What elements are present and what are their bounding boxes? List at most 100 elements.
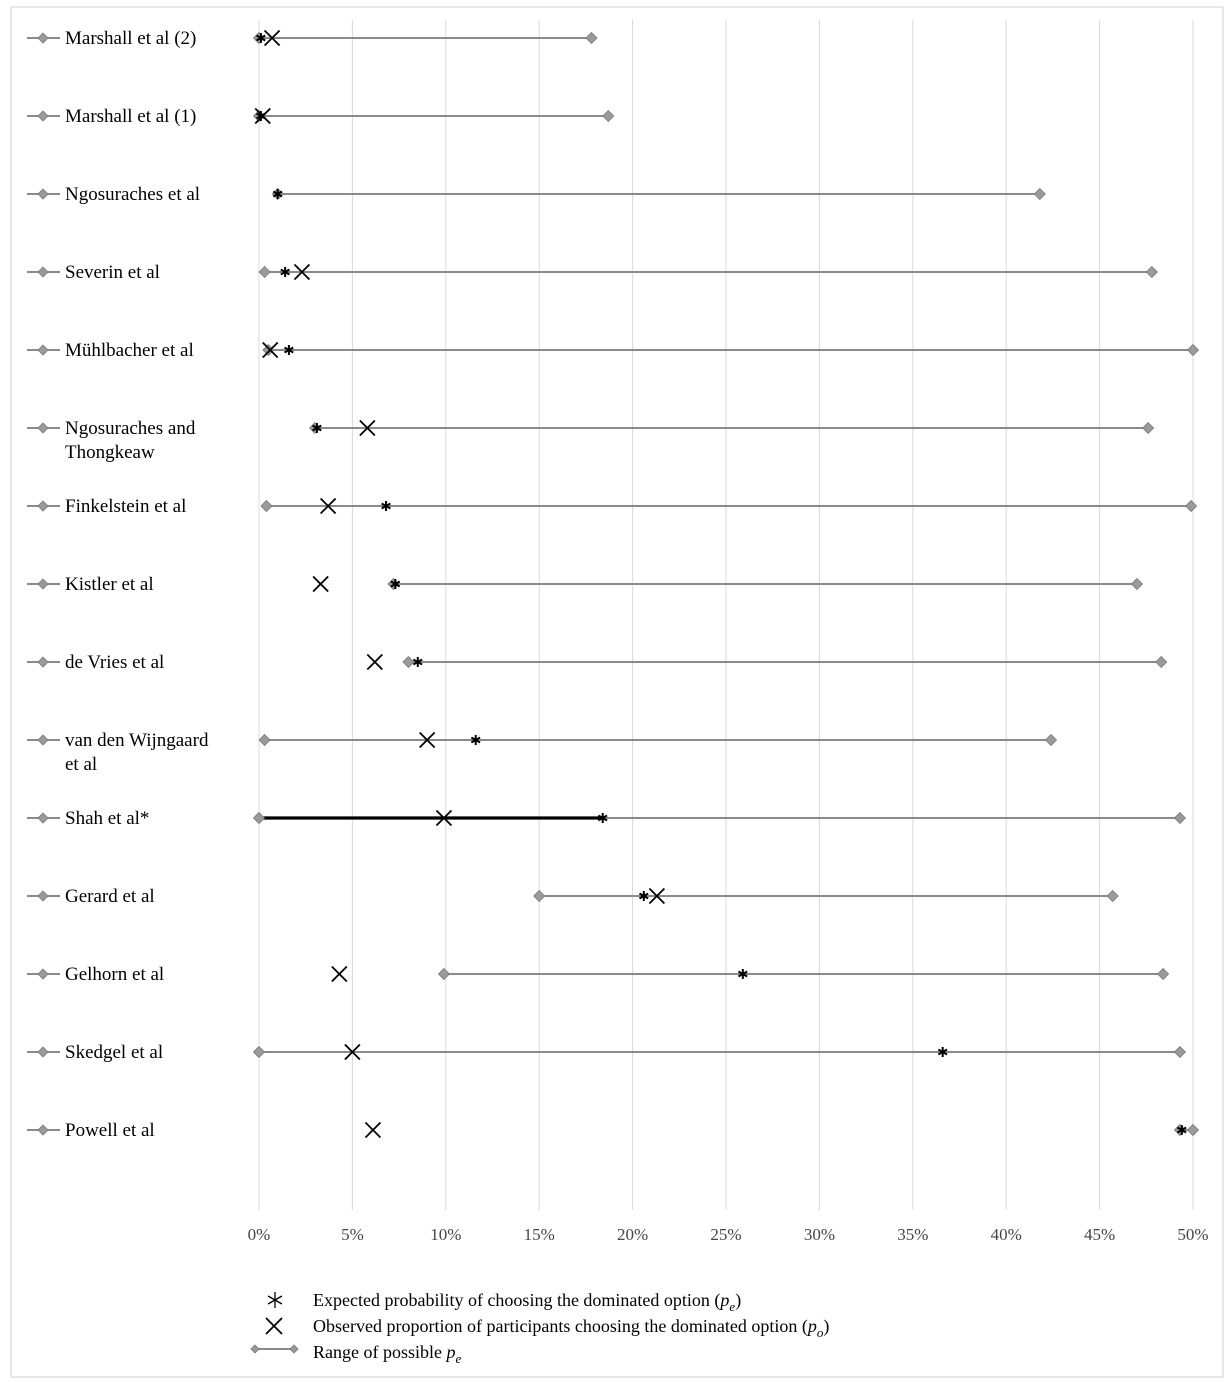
- observed-marker: [293, 263, 311, 281]
- legend-item: Expected probability of choosing the dom…: [267, 1290, 741, 1314]
- expected-marker: [937, 1047, 948, 1057]
- range-max-marker: [1033, 187, 1046, 201]
- observed-marker: [331, 965, 348, 983]
- legend-label: Range of possible pe: [313, 1342, 461, 1366]
- range-min-marker: [533, 889, 546, 903]
- label-marker-diamond: [37, 812, 49, 824]
- range-max-marker: [1106, 889, 1119, 903]
- range-max-marker: [1173, 811, 1186, 825]
- observed-marker: [359, 419, 376, 437]
- legend-x-icon: [265, 1317, 283, 1335]
- label-marker-diamond: [37, 110, 49, 122]
- study-row: Finkelstein et al: [27, 496, 1198, 517]
- legend-item: Range of possible pe: [250, 1342, 461, 1366]
- study-row: Severin et al: [27, 262, 1158, 283]
- range-max-marker: [1044, 733, 1058, 747]
- x-tick-label: 0%: [248, 1225, 271, 1244]
- observed-marker: [366, 653, 383, 671]
- label-marker-diamond: [37, 32, 49, 44]
- x-tick-label: 5%: [341, 1225, 364, 1244]
- label-marker-diamond: [37, 656, 49, 668]
- range-max-marker: [602, 109, 615, 123]
- range-max-marker: [1145, 265, 1158, 279]
- range-max-marker: [1186, 343, 1200, 357]
- study-label: Severin et al: [65, 262, 160, 283]
- range-min-marker: [262, 343, 275, 357]
- x-tick-label: 50%: [1177, 1225, 1208, 1244]
- chart-frame: [10, 6, 1224, 1378]
- observed-marker: [262, 341, 279, 359]
- study-row: Gerard et al: [27, 886, 1119, 907]
- legend-label: Observed proportion of participants choo…: [313, 1316, 829, 1340]
- range-min-marker: [258, 733, 271, 747]
- range-max-marker: [1186, 1123, 1200, 1137]
- range-max-marker: [1155, 655, 1168, 669]
- study-row: Skedgel et al: [27, 1042, 1186, 1063]
- expected-marker: [638, 891, 649, 901]
- x-tick-label: 45%: [1084, 1225, 1115, 1244]
- expected-marker: [470, 735, 481, 745]
- x-tick-label: 40%: [991, 1225, 1022, 1244]
- study-rows: Marshall et al (2) Marshall et al (1) Ngos…: [27, 28, 1200, 1141]
- label-marker-diamond: [37, 1046, 49, 1058]
- study-row: Gelhorn et al: [27, 964, 1170, 985]
- label-marker-diamond: [37, 1124, 49, 1136]
- x-tick-label: 20%: [617, 1225, 648, 1244]
- expected-marker: [272, 189, 283, 199]
- observed-marker: [364, 1121, 382, 1139]
- study-label: Powell et al: [65, 1120, 155, 1141]
- range-min-marker: [252, 811, 266, 825]
- label-marker-diamond: [37, 422, 49, 434]
- study-row: Powell et al: [27, 1120, 1200, 1141]
- x-tick-label: 15%: [524, 1225, 555, 1244]
- label-marker-diamond: [37, 578, 49, 590]
- study-label: Kistler et al: [65, 574, 154, 595]
- expected-marker: [256, 33, 266, 43]
- expected-marker: [280, 267, 291, 277]
- range-min-marker: [252, 1045, 266, 1059]
- study-row: de Vries et al: [27, 652, 1168, 673]
- expected-marker: [390, 579, 401, 589]
- observed-marker: [254, 107, 271, 125]
- observed-marker: [418, 731, 436, 749]
- legend-asterisk-icon: [267, 1292, 283, 1308]
- label-marker-diamond: [37, 890, 49, 902]
- range-max-marker: [1173, 1045, 1186, 1059]
- study-label: Ngosuraches et al: [65, 184, 200, 205]
- range-min-marker: [260, 499, 273, 513]
- range-min-marker: [437, 967, 450, 981]
- range-max-marker: [1157, 967, 1170, 981]
- expected-marker: [312, 423, 322, 433]
- range-max-marker: [1142, 421, 1155, 435]
- observed-marker: [435, 809, 453, 827]
- study-row: van den Wijngaard et al: [27, 730, 1058, 775]
- study-row: Marshall et al (1): [27, 106, 615, 127]
- range-max-marker: [585, 31, 598, 45]
- x-tick-label: 30%: [804, 1225, 835, 1244]
- study-row: Shah et al*: [27, 808, 1186, 829]
- expected-marker: [381, 501, 391, 511]
- range-max-marker: [1130, 577, 1144, 591]
- x-tick-label: 10%: [430, 1225, 461, 1244]
- label-marker-diamond: [37, 188, 49, 200]
- study-label: Shah et al*: [65, 808, 149, 829]
- study-label: Gerard et al: [65, 886, 155, 907]
- grid-layer: [258, 20, 1194, 1210]
- legend: Expected probability of choosing the dom…: [250, 1290, 829, 1366]
- legend-item: Observed proportion of participants choo…: [265, 1316, 829, 1340]
- study-label: Finkelstein et al: [65, 496, 186, 517]
- x-tick-labels: 0% 5% 10% 15% 20% 25% 30% 35% 40% 45% 50%: [248, 1225, 1209, 1244]
- study-label: Ngosuraches and Thongkeaw: [65, 418, 196, 463]
- study-row: Ngosuraches and Thongkeaw: [27, 418, 1155, 463]
- expected-marker: [284, 345, 294, 355]
- observed-marker: [263, 29, 281, 47]
- label-marker-diamond: [37, 734, 49, 746]
- expected-marker: [1176, 1125, 1187, 1135]
- legend-range-diamond-left: [250, 1344, 260, 1354]
- study-row: Marshall et al (2): [27, 28, 598, 49]
- range-min-marker: [258, 265, 271, 279]
- range-max-marker: [1185, 499, 1198, 513]
- expected-marker: [737, 969, 748, 979]
- label-marker-diamond: [37, 968, 49, 980]
